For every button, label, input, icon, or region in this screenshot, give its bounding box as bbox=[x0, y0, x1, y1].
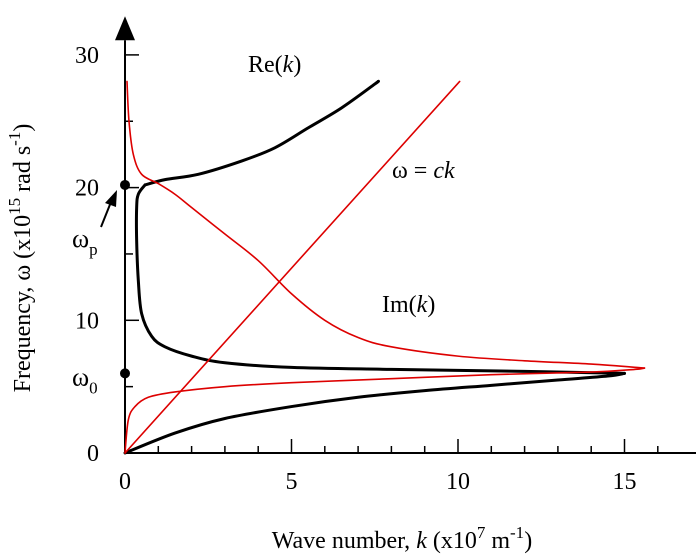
omega-p-arrowhead-icon bbox=[105, 189, 117, 207]
re-k-curve bbox=[134, 183, 626, 375]
im-k-curve bbox=[126, 80, 646, 369]
markers-layer bbox=[100, 179, 130, 379]
re-k-curve bbox=[123, 371, 626, 455]
x-tick-label: 0 bbox=[119, 469, 131, 495]
im-k-annotation: Im(k) bbox=[382, 292, 435, 318]
omega-0-dot bbox=[120, 368, 130, 379]
light-line-annotation: ω = ck bbox=[392, 158, 455, 184]
x-tick-label: 5 bbox=[286, 469, 298, 495]
omega-0-label: ω0 bbox=[72, 362, 98, 397]
y-axis-title: Frequency, ω (x1015 rad s-1) bbox=[5, 124, 36, 393]
x-axis-title: Wave number, k (x107 m-1) bbox=[272, 523, 532, 554]
re-k-annotation: Re(k) bbox=[248, 52, 301, 78]
omega-p-dot bbox=[120, 179, 130, 190]
y-axis-arrow-icon bbox=[115, 16, 135, 41]
x-tick-label: 10 bbox=[446, 469, 470, 495]
y-tick-label: 10 bbox=[75, 308, 99, 334]
re-k-curve bbox=[143, 79, 380, 187]
axes bbox=[115, 16, 696, 454]
im-k-curve bbox=[124, 367, 646, 454]
x-tick-label: 15 bbox=[613, 469, 637, 495]
tick-labels: 0 5 10 15 0 10 20 30 bbox=[75, 43, 637, 495]
omega-p-label: ωp bbox=[72, 224, 98, 259]
light-line-curve bbox=[124, 80, 461, 454]
series-layer bbox=[123, 79, 646, 455]
y-tick-label: 30 bbox=[75, 43, 99, 69]
y-tick-label: 20 bbox=[75, 176, 99, 202]
y-tick-label: 0 bbox=[87, 441, 99, 467]
